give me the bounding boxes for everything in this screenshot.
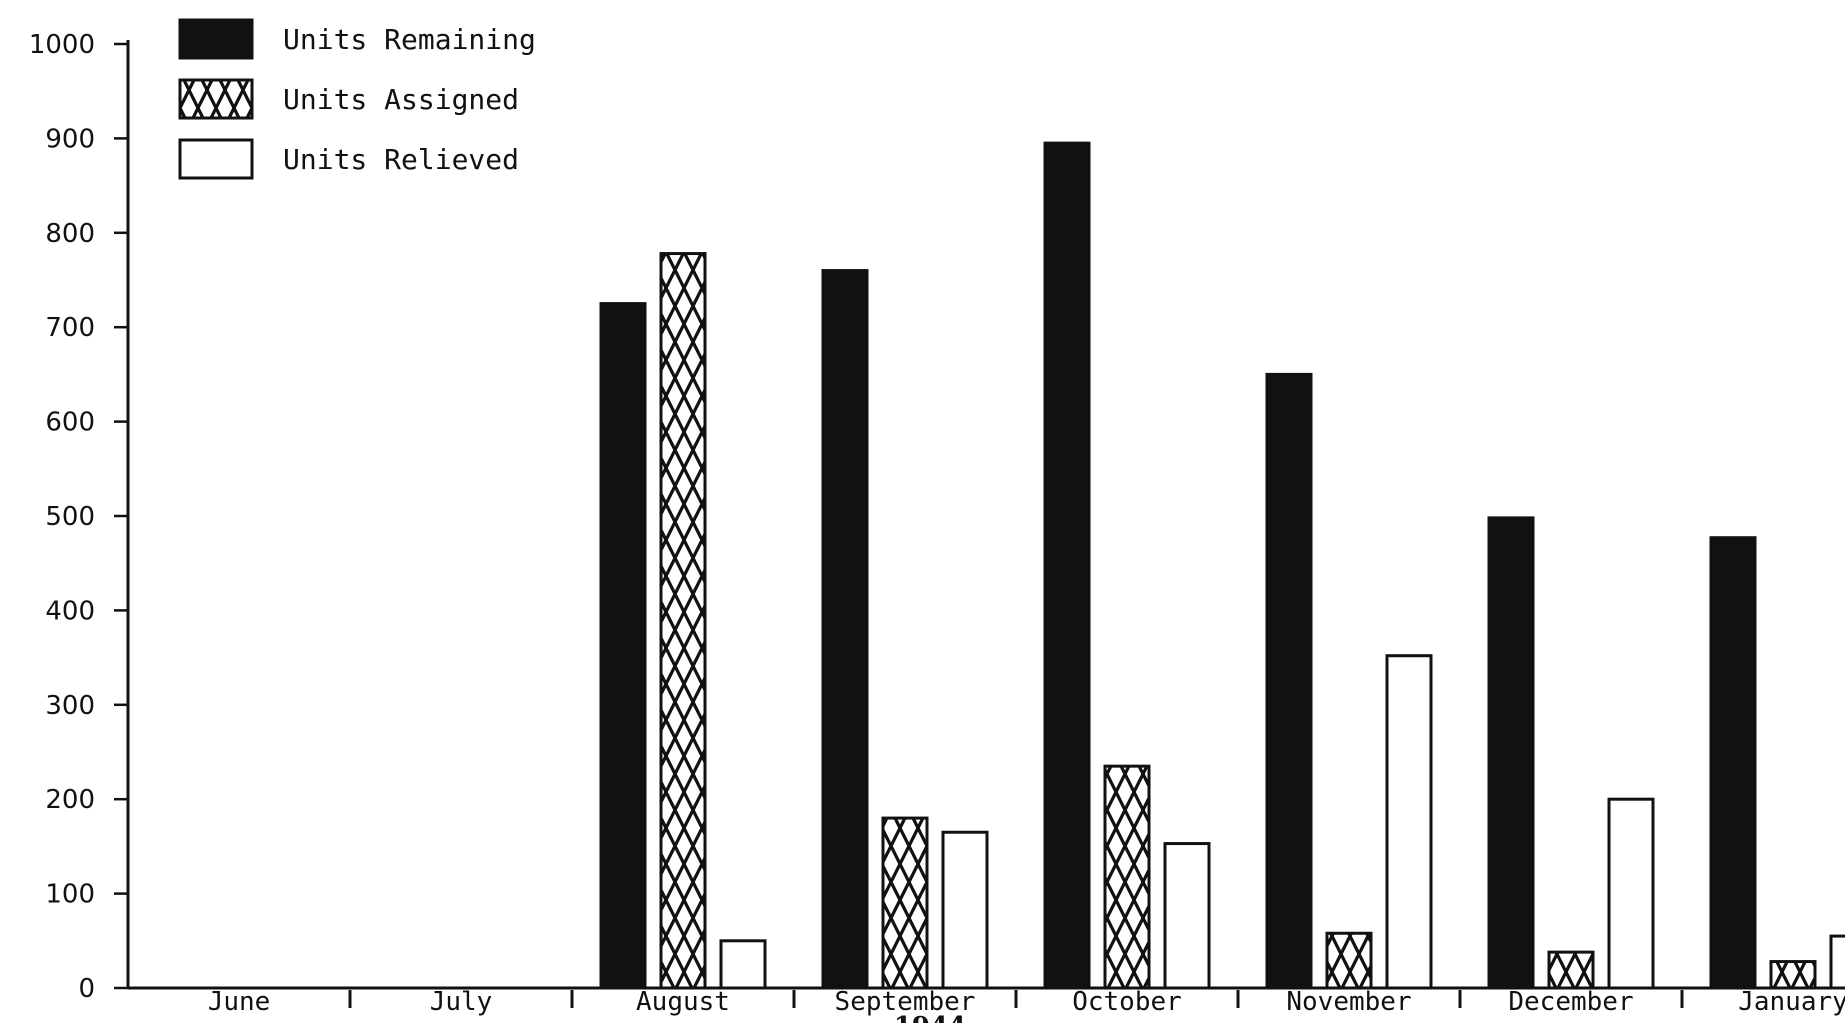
y-tick-label: 400	[45, 596, 95, 626]
bar-units-assigned	[1547, 950, 1595, 990]
bar-units-assigned	[1325, 931, 1373, 990]
y-tick-label: 100	[45, 880, 95, 910]
x-tick-label: July	[430, 987, 493, 1017]
legend-swatch	[178, 78, 254, 120]
y-tick-label: 1000	[29, 30, 95, 60]
bar-units-assigned	[881, 816, 929, 990]
legend-label: Units Assigned	[283, 83, 519, 116]
y-tick-label: 600	[45, 408, 95, 438]
bar-units-relieved	[1163, 842, 1211, 990]
bar-units-relieved	[1385, 654, 1433, 990]
bar-units-relieved	[1607, 797, 1655, 990]
x-tick-label: September	[835, 987, 976, 1017]
x-tick-label: January	[1738, 987, 1845, 1017]
legend-label: Units Remaining	[283, 23, 536, 56]
bar-units-assigned	[1103, 764, 1151, 990]
bar-units-remaining	[1487, 516, 1535, 990]
x-tick-label: December	[1508, 987, 1633, 1017]
x-tick-label: August	[636, 987, 730, 1017]
bar-units-relieved	[719, 939, 767, 990]
x-axis-labels: June July August September October November De…	[208, 987, 1845, 1017]
year-annotation: 1944	[894, 1012, 966, 1023]
x-tick-label: June	[208, 987, 271, 1017]
bar-units-remaining	[599, 302, 647, 990]
bar-units-assigned	[659, 252, 707, 990]
bar-units-remaining	[1043, 141, 1091, 990]
y-tick-label: 700	[45, 313, 95, 343]
legend-swatch	[178, 138, 254, 180]
bar-units-remaining	[1709, 536, 1757, 990]
y-tick-label: 800	[45, 219, 95, 249]
y-tick-label: 300	[45, 691, 95, 721]
y-tick-label: 200	[45, 785, 95, 815]
legend-label: Units Relieved	[283, 143, 519, 176]
x-tick-label: November	[1286, 987, 1411, 1017]
bar-units-remaining	[1265, 372, 1313, 990]
chart-legend: Units Remaining Units Assigned Units Relie…	[178, 18, 536, 180]
y-tick-label: 900	[45, 124, 95, 154]
bar-units-assigned	[1769, 960, 1817, 990]
bar-units-relieved	[941, 830, 989, 990]
bar-units-relieved	[1829, 934, 1845, 990]
chart-bars	[599, 141, 1845, 990]
x-tick-label: October	[1072, 987, 1182, 1017]
chart-axes: 0 100 200 300 400 500 600 700 800 900 1000	[29, 30, 1835, 1004]
y-tick-label: 0	[78, 974, 95, 1004]
bar-units-remaining	[821, 269, 869, 990]
legend-swatch	[178, 18, 254, 60]
y-tick-label: 500	[45, 502, 95, 532]
